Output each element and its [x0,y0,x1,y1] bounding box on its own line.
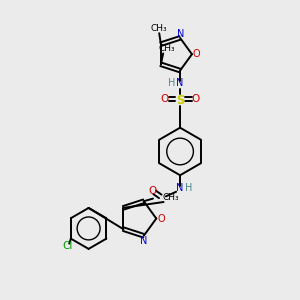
Text: O: O [158,214,165,224]
Text: H: H [185,183,193,193]
Text: Cl: Cl [62,241,73,251]
Text: N: N [177,29,185,39]
Text: O: O [148,186,157,196]
Text: N: N [176,78,184,88]
Text: H: H [168,78,176,88]
Text: O: O [160,94,168,103]
Text: O: O [192,94,200,103]
Text: CH₃: CH₃ [151,24,167,33]
Text: O: O [192,49,200,59]
Text: N: N [140,236,147,246]
Text: N: N [176,183,184,193]
Text: CH₃: CH₃ [158,44,175,53]
Text: S: S [176,94,184,107]
Text: CH₃: CH₃ [162,194,179,202]
